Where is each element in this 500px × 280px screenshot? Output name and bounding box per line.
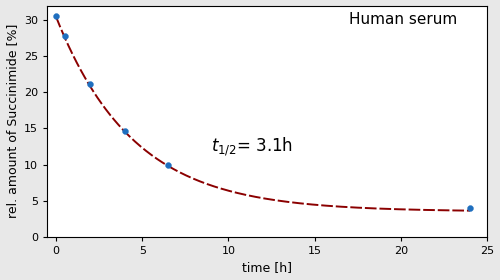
Y-axis label: rel. amount of Succinimide [%]: rel. amount of Succinimide [%]: [6, 24, 18, 218]
Text: Human serum: Human serum: [348, 13, 457, 27]
Text: $t_{1/2}$= 3.1h: $t_{1/2}$= 3.1h: [211, 135, 294, 158]
X-axis label: time [h]: time [h]: [242, 262, 292, 274]
